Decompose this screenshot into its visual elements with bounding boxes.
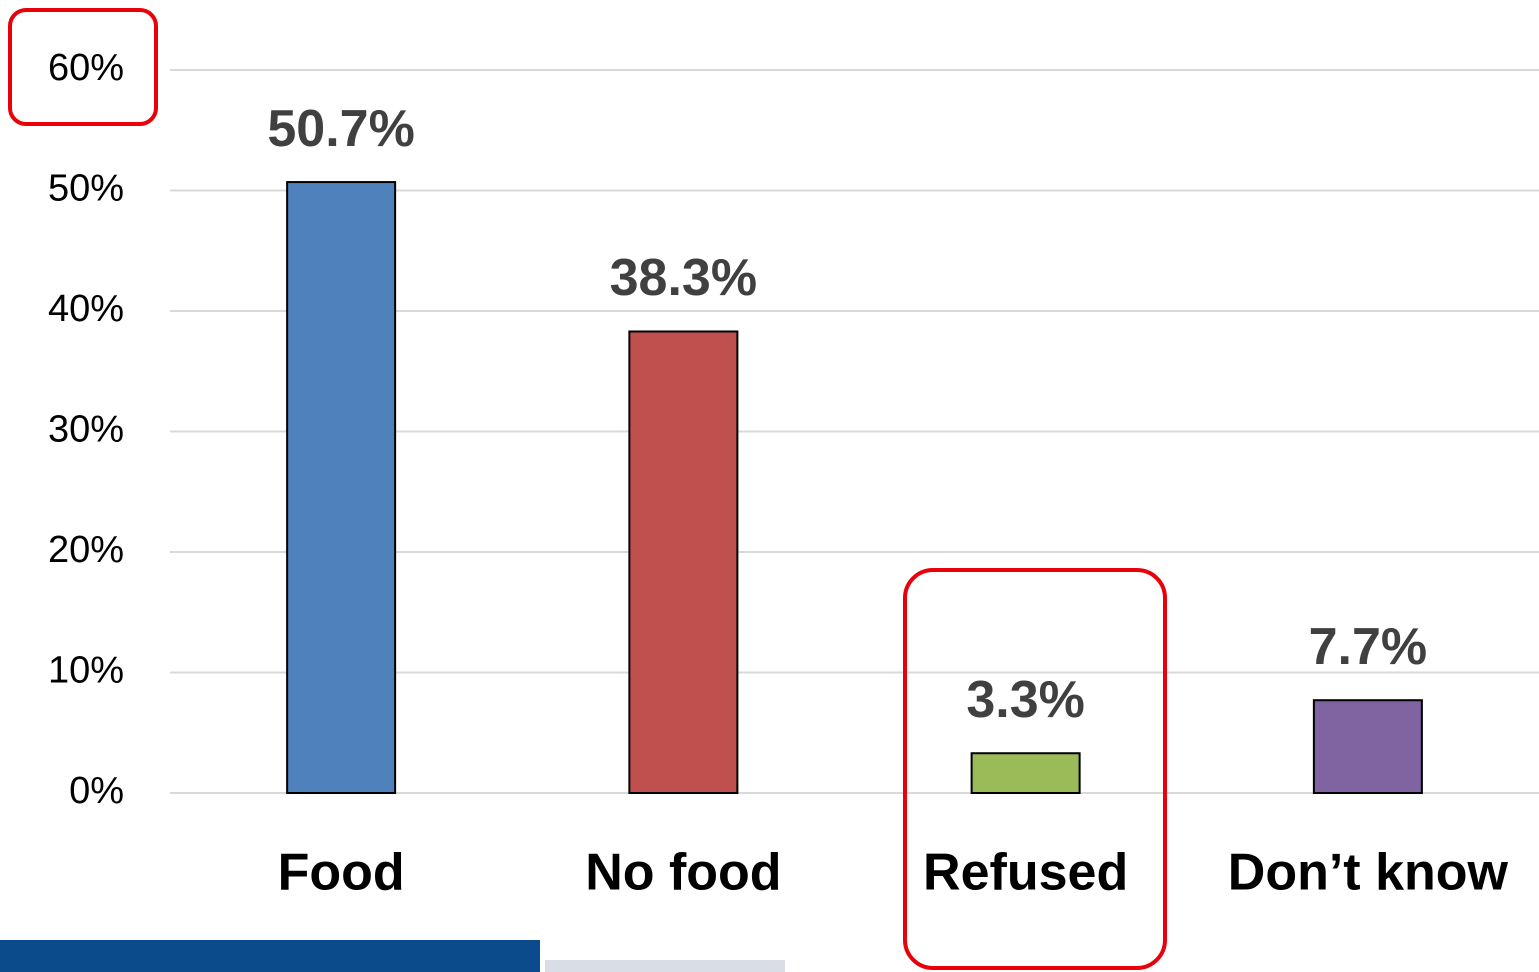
y-tick-label: 20% (48, 529, 124, 571)
y-tick-label: 60% (48, 47, 124, 89)
value-label: 38.3% (610, 249, 757, 307)
bar (1312, 699, 1423, 795)
bar (628, 330, 739, 794)
value-label: 3.3% (966, 671, 1085, 729)
x-tick-label: No food (585, 844, 781, 902)
plot: 0% 10% 20% 30% 40% 50% 60% 50.7% Food 38.3% No foo… (48, 47, 1539, 902)
x-tick-label: Food (278, 844, 405, 902)
y-tick-label: 0% (69, 770, 124, 812)
x-tick-label: Refused (923, 844, 1128, 902)
y-tick-label: 30% (48, 409, 124, 451)
bar (286, 181, 397, 794)
y-tick-label: 10% (48, 650, 124, 692)
y-tick-label: 40% (48, 288, 124, 330)
footer-band (0, 940, 540, 972)
value-label: 7.7% (1309, 618, 1428, 676)
footer-band (545, 960, 785, 972)
highlight-box (8, 8, 158, 126)
highlight-box (903, 568, 1167, 970)
x-tick-label: Don’t know (1228, 844, 1509, 902)
bar (970, 752, 1081, 794)
y-tick-label: 50% (48, 168, 124, 210)
value-label: 50.7% (267, 100, 414, 158)
